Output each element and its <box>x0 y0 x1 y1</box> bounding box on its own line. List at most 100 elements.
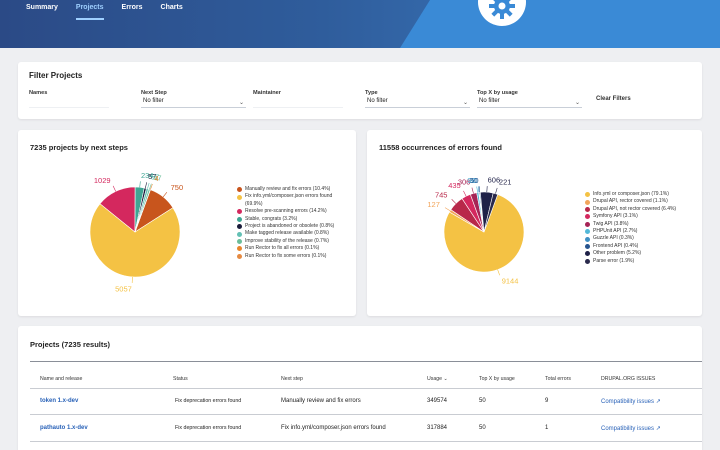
chevron-down-icon: ⌄ <box>574 100 580 106</box>
chart-legend: Manually review and fix errors (10.4%) Fi… <box>237 186 347 260</box>
data-label-leader <box>497 269 500 276</box>
topx-filter: Top X by usage No filter ⌄ <box>477 90 582 108</box>
legend-item[interactable]: Fix info.yml/composer.json errors found … <box>237 193 347 208</box>
legend-item[interactable]: Resolve pre-scanning errors (14.2%) <box>237 208 347 215</box>
legend-label: Info.yml or composer.json (79.1%) <box>593 191 669 197</box>
issues-label: Compatibility issues <box>601 426 655 432</box>
legend-label: Manually review and fix errors (10.4%) <box>245 186 331 192</box>
legend-item[interactable]: Info.yml or composer.json (79.1%) <box>585 191 695 198</box>
col-topx[interactable]: Top X by usage <box>479 376 515 382</box>
next-step-select[interactable]: No filter ⌄ <box>141 98 246 108</box>
legend-label: Frontend API (0.4%) <box>593 242 639 249</box>
data-label: 50 <box>470 176 478 185</box>
chevron-down-icon: ⌄ <box>238 100 244 106</box>
legend-item[interactable]: Stable, congrats (3.2%) <box>237 216 347 223</box>
table-row: pathauto 1.x-dev Fix deprecation errors … <box>30 416 702 442</box>
type-label: Type <box>365 90 378 96</box>
names-filter: Names <box>29 90 109 108</box>
filter-panel: Filter Projects Names Next Step No filte… <box>18 62 702 119</box>
col-total-errors[interactable]: Total errors <box>545 376 571 382</box>
project-link[interactable]: pathauto 1.x-dev <box>40 425 88 431</box>
topx-select[interactable]: No filter ⌄ <box>477 98 582 108</box>
chart-legend: Info.yml or composer.json (79.1%) Drupal … <box>585 191 695 265</box>
projects-table-card: Projects (7235 results) Name and release… <box>18 326 702 450</box>
data-label: 47 <box>153 174 161 183</box>
data-label: 435 <box>448 181 461 190</box>
legend-item[interactable]: Parse error (1.9%) <box>585 258 695 265</box>
legend-item[interactable]: Other problem (5.2%) <box>585 250 695 257</box>
clear-filters-button[interactable]: Clear Filters <box>596 96 631 102</box>
col-usage-label: Usage <box>427 376 442 382</box>
data-label-leader <box>162 192 168 198</box>
data-label-leader <box>463 190 467 197</box>
legend-item[interactable]: Run Rector to fix some errors (0.1%) <box>237 253 347 260</box>
col-next-step[interactable]: Next step <box>281 376 303 382</box>
data-label-leader <box>478 186 481 193</box>
nav-summary[interactable]: Summary <box>26 4 58 11</box>
legend-item[interactable]: Twig API (3.8%) <box>585 221 695 228</box>
type-select[interactable]: No filter ⌄ <box>365 98 470 108</box>
col-usage[interactable]: Usage ⌄ <box>427 376 448 382</box>
pie-slice[interactable] <box>134 189 151 233</box>
data-label-leader <box>495 187 498 194</box>
next-steps-chart-card: 7235 projects by next steps 750 5057 1029 2… <box>18 130 356 316</box>
data-label: 1029 <box>94 176 111 185</box>
header-banner: Summary Projects Errors Charts <box>0 0 720 48</box>
names-label: Names <box>29 90 48 96</box>
legend-swatch <box>585 207 590 212</box>
data-label-leader <box>139 181 141 188</box>
legend-item[interactable]: Make tagged release available (0.8%) <box>237 230 347 237</box>
legend-item[interactable]: Guzzle API (0.3%) <box>585 235 695 242</box>
legend-swatch <box>585 236 590 242</box>
type-filter: Type No filter ⌄ <box>365 90 470 108</box>
status-cell: Fix deprecation errors found <box>175 425 242 431</box>
pie-slice[interactable] <box>443 194 525 273</box>
external-link-icon: ↗ <box>655 399 661 405</box>
legend-swatch <box>237 224 242 230</box>
issues-link[interactable]: Compatibility issues ↗ <box>601 425 661 432</box>
legend-swatch <box>585 251 590 257</box>
nav-errors[interactable]: Errors <box>121 4 143 11</box>
legend-swatch <box>237 194 242 200</box>
data-label-leader <box>150 183 153 190</box>
legend-label: PHPUnit API (2.7%) <box>593 228 638 235</box>
nav-projects[interactable]: Projects <box>67 4 113 20</box>
issues-link[interactable]: Compatibility issues ↗ <box>601 398 661 405</box>
legend-label: Guzzle API (0.3%) <box>593 235 634 242</box>
legend-item[interactable]: PHPUnit API (2.7%) <box>585 228 695 235</box>
data-label-leader <box>145 182 147 189</box>
maintainer-input[interactable] <box>253 98 343 108</box>
legend-label: Improve stability of the release (0.7%) <box>245 237 329 244</box>
legend-label: Fix info.yml/composer.json errors found … <box>245 193 333 207</box>
nav-charts[interactable]: Charts <box>160 4 183 11</box>
legend-item[interactable]: Manually review and fix errors (10.4%) <box>237 186 347 193</box>
legend-item[interactable]: Drupal API, not rector covered (6.4%) <box>585 206 695 213</box>
legend-swatch <box>585 192 590 198</box>
legend-item[interactable]: Improve stability of the release (0.7%) <box>237 238 347 245</box>
legend-item[interactable]: Run Rector to fix all errors (0.1%) <box>237 245 347 252</box>
data-label-leader <box>147 182 150 189</box>
pie-slice[interactable] <box>89 203 181 278</box>
divider <box>30 388 702 389</box>
col-status[interactable]: Status <box>173 376 188 382</box>
main-nav: Summary Projects Errors Charts <box>26 4 192 20</box>
legend-item[interactable]: Drupal API, rector covered (1.1%) <box>585 198 695 205</box>
pie-slice[interactable] <box>483 192 499 233</box>
col-name[interactable]: Name and release <box>40 376 83 382</box>
filter-title: Filter Projects <box>29 71 83 80</box>
project-link[interactable]: token 1.x-dev <box>40 398 79 404</box>
legend-swatch <box>237 209 242 215</box>
usage-cell: 317884 <box>427 425 448 431</box>
col-issues[interactable]: DRUPAL.ORG ISSUES <box>601 376 656 382</box>
names-input[interactable] <box>29 98 109 108</box>
legend-swatch <box>585 244 590 250</box>
issues-label: Compatibility issues <box>601 399 655 405</box>
next-step-cell: Manually review and fix errors <box>281 398 361 404</box>
usage-cell: 349574 <box>427 398 448 404</box>
legend-item[interactable]: Frontend API (0.4%) <box>585 243 695 250</box>
legend-item[interactable]: Project is abandoned or obsolete (0.8%) <box>237 223 347 230</box>
topx-cell: 50 <box>479 398 486 404</box>
legend-swatch <box>237 216 242 222</box>
chart-title: 11558 occurrences of errors found <box>379 143 502 152</box>
legend-item[interactable]: Symfony API (3.1%) <box>585 213 695 220</box>
